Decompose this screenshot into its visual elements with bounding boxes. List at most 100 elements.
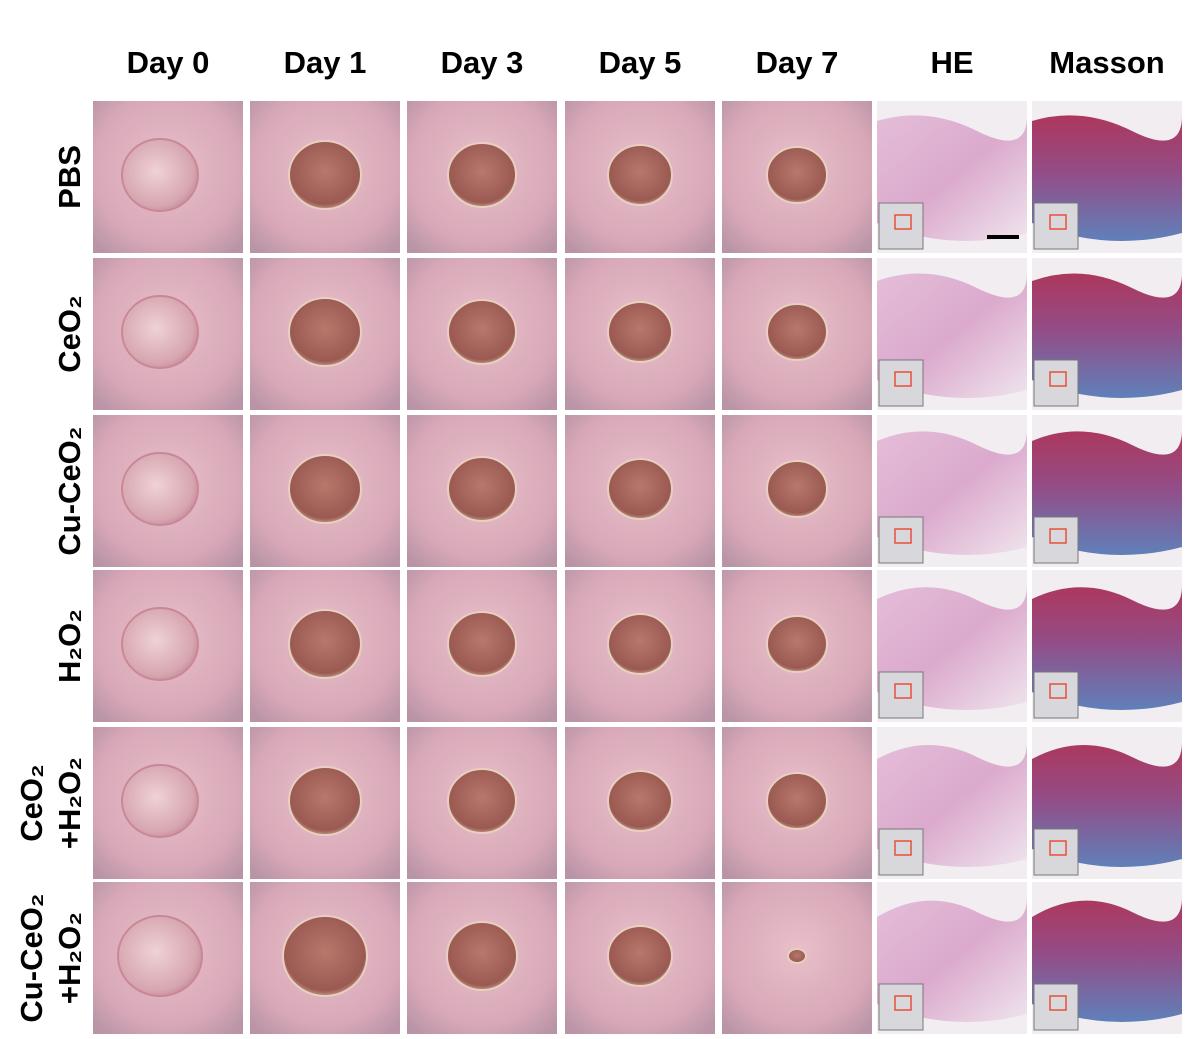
- wound: [766, 303, 828, 361]
- image-cell: [93, 415, 243, 567]
- image-cell: [250, 882, 400, 1034]
- inset-box: [894, 371, 912, 387]
- wound: [607, 613, 673, 675]
- image-cell: [722, 727, 872, 879]
- image-cell: [407, 415, 557, 567]
- image-cell: [722, 258, 872, 410]
- row-label: +H₂O₂: [52, 912, 87, 1004]
- inset: [1033, 828, 1079, 876]
- image-cell: [877, 258, 1027, 410]
- inset: [878, 202, 924, 250]
- row-label: +H₂O₂: [52, 757, 87, 849]
- inset: [1033, 671, 1079, 719]
- inset: [1033, 202, 1079, 250]
- row-label: H₂O₂: [52, 609, 87, 683]
- image-cell: [877, 882, 1027, 1034]
- wound: [607, 301, 673, 363]
- inset-box: [1049, 995, 1067, 1011]
- image-cell: [565, 258, 715, 410]
- image-cell: [722, 882, 872, 1034]
- image-cell: [93, 258, 243, 410]
- inset: [878, 516, 924, 564]
- row-label: Cu-CeO₂: [52, 426, 87, 555]
- row-label: PBS: [52, 145, 87, 209]
- column-header: Day 0: [127, 45, 210, 80]
- row-label: Cu-CeO₂: [14, 893, 49, 1022]
- wound: [282, 915, 368, 997]
- wound: [288, 140, 362, 210]
- image-cell: [407, 727, 557, 879]
- inset: [878, 359, 924, 407]
- image-cell: [877, 101, 1027, 253]
- row-label: CeO₂: [52, 295, 87, 373]
- image-cell: [93, 570, 243, 722]
- image-cell: [722, 101, 872, 253]
- inset-box: [1049, 528, 1067, 544]
- image-cell: [1032, 415, 1182, 567]
- inset-box: [1049, 840, 1067, 856]
- inset: [1033, 359, 1079, 407]
- image-grid: [93, 101, 1182, 1034]
- inset-box: [894, 840, 912, 856]
- inset-box: [1049, 683, 1067, 699]
- inset: [878, 828, 924, 876]
- image-cell: [565, 570, 715, 722]
- image-cell: [877, 570, 1027, 722]
- wound: [121, 295, 199, 369]
- image-cell: [407, 258, 557, 410]
- inset-box: [894, 995, 912, 1011]
- wound: [121, 607, 199, 681]
- wound: [447, 299, 517, 365]
- wound: [117, 915, 203, 997]
- image-cell: [565, 882, 715, 1034]
- column-header: Day 1: [284, 45, 367, 80]
- inset-box: [894, 214, 912, 230]
- wound: [766, 615, 828, 673]
- image-cell: [250, 415, 400, 567]
- row-label: CeO₂: [14, 764, 49, 842]
- image-cell: [407, 570, 557, 722]
- column-header: Masson: [1049, 45, 1164, 80]
- wound: [447, 611, 517, 677]
- column-header: Day 7: [756, 45, 839, 80]
- wound: [766, 460, 828, 518]
- image-cell: [565, 101, 715, 253]
- inset-box: [1049, 214, 1067, 230]
- inset: [878, 671, 924, 719]
- wound: [121, 452, 199, 526]
- column-header: HE: [930, 45, 973, 80]
- image-cell: [1032, 727, 1182, 879]
- image-cell: [407, 101, 557, 253]
- wound: [447, 142, 517, 208]
- image-cell: [1032, 101, 1182, 253]
- wound: [607, 770, 673, 832]
- image-cell: [1032, 882, 1182, 1034]
- column-header: Day 5: [599, 45, 682, 80]
- wound: [446, 921, 518, 991]
- wound: [447, 456, 517, 522]
- image-cell: [722, 570, 872, 722]
- column-headers: Day 0 Day 1 Day 3 Day 5 Day 7 HE Masson: [127, 45, 1165, 80]
- image-cell: [93, 727, 243, 879]
- image-cell: [250, 258, 400, 410]
- wound: [607, 458, 673, 520]
- image-cell: [877, 727, 1027, 879]
- image-cell: [877, 415, 1027, 567]
- inset: [1033, 983, 1079, 1031]
- wound: [447, 768, 517, 834]
- image-cell: [250, 101, 400, 253]
- inset: [1033, 516, 1079, 564]
- image-cell: [250, 727, 400, 879]
- wound: [787, 948, 807, 964]
- column-header: Day 3: [441, 45, 524, 80]
- wound: [607, 144, 673, 206]
- wound: [121, 138, 199, 212]
- wound: [121, 764, 199, 838]
- image-cell: [722, 415, 872, 567]
- wound: [607, 925, 673, 987]
- wound: [288, 454, 362, 524]
- image-cell: [1032, 570, 1182, 722]
- image-cell: [565, 727, 715, 879]
